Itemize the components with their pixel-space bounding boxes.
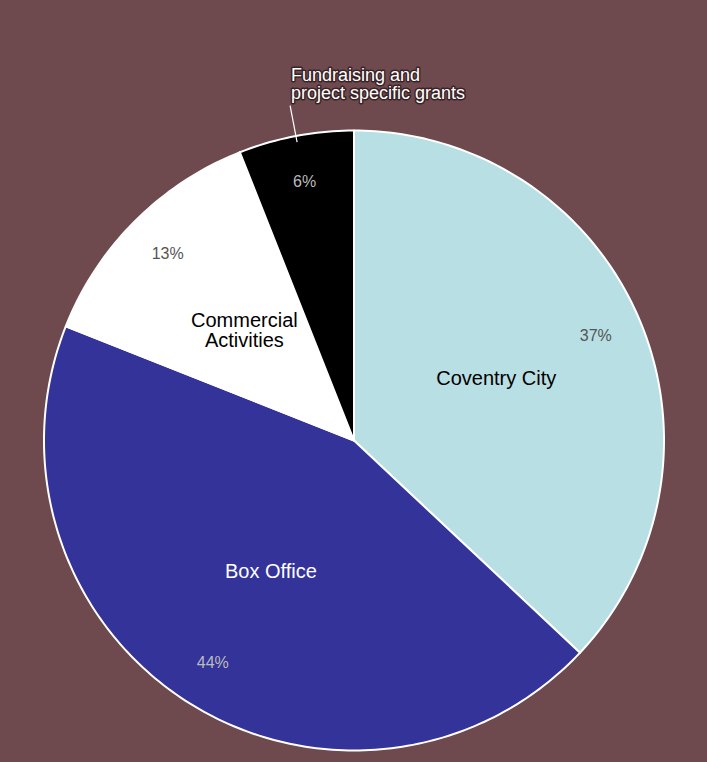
svg-text:13%: 13% — [152, 245, 184, 262]
svg-text:Fundraising andproject specifi: Fundraising andproject specific grants — [291, 65, 465, 103]
svg-text:6%: 6% — [293, 173, 316, 190]
svg-text:44%: 44% — [197, 654, 229, 671]
svg-text:CommercialActivities: CommercialActivities — [191, 309, 298, 351]
svg-text:Box Office: Box Office — [225, 560, 317, 582]
svg-text:Coventry City: Coventry City — [436, 367, 556, 389]
svg-text:37%: 37% — [580, 327, 612, 344]
